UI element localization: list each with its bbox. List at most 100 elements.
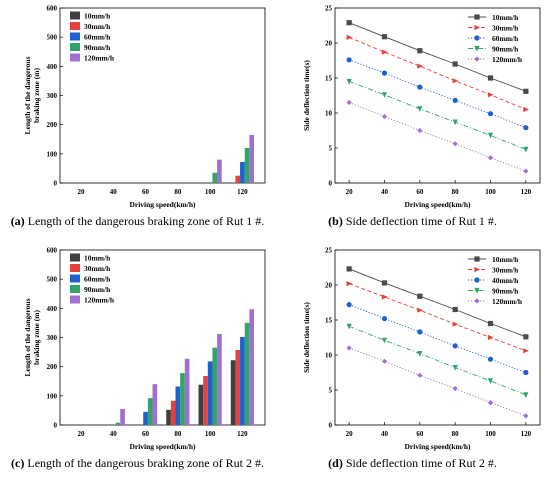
point-30mm/h-20 — [346, 281, 353, 287]
y-tick-label: 10 — [325, 352, 333, 360]
x-tick-label: 20 — [346, 430, 354, 438]
caption-b-label: (b) — [328, 214, 343, 228]
y-tick-label: 25 — [325, 5, 333, 13]
y-tick-label: 0 — [54, 422, 58, 430]
bar-90mm/h-80 — [180, 373, 185, 425]
y-tick-label: 500 — [47, 34, 58, 42]
point-90mm/h-120 — [523, 146, 529, 153]
x-tick-label: 120 — [521, 188, 532, 196]
bar-120mm/h-120 — [249, 134, 255, 183]
series-line-40mm/h — [348, 304, 527, 373]
point-90mm/h-100 — [487, 378, 494, 384]
y-tick-label: 5 — [329, 387, 333, 395]
caption-d-text: Side deflection time of Rut 2 #. — [345, 456, 497, 470]
point-30mm/h-40 — [381, 49, 388, 55]
legend-swatch — [70, 264, 80, 272]
series-line-120mm/h — [348, 102, 527, 172]
point-120mm/h-100 — [487, 155, 494, 161]
point-60mm/h-60 — [417, 84, 423, 90]
caption-c: (c) Length of the dangerous braking zone… — [0, 456, 275, 471]
legend-entry: 10mm/h — [84, 254, 111, 263]
legend-entry: 90mm/h — [492, 286, 519, 295]
caption-d: (d) Side deflection time of Rut 2 #. — [275, 456, 550, 471]
x-tick-label: 80 — [174, 430, 182, 438]
x-tick-label: 80 — [174, 188, 182, 196]
y-tick-label: 0 — [54, 180, 58, 188]
legend-swatch — [70, 11, 80, 20]
x-axis-label: Driving speed(km/h) — [404, 442, 471, 451]
point-10mm/h-40 — [381, 280, 388, 286]
chart-b-side-deflection-rut1: 0 5 10 15 20 25 Driving speed(km/h) Side deflec… — [302, 5, 541, 209]
y-tick-label: 300 — [47, 334, 58, 342]
x-tick-label: 100 — [205, 188, 216, 196]
x-tick-label: 20 — [77, 188, 85, 196]
point-40mm/h-120 — [523, 369, 529, 376]
plot-frame — [334, 7, 541, 184]
point-60mm/h-100 — [487, 111, 494, 117]
legend-entry: 30mm/h — [492, 265, 519, 274]
x-tick-label: 60 — [416, 430, 424, 438]
bar-60mm/h-100 — [207, 361, 213, 425]
panel-d: 0 5 10 15 20 25 Driving speed(km/h) Side deflec… — [275, 242, 550, 483]
y-tick-label: 400 — [47, 63, 58, 71]
point-90mm/h-60 — [417, 351, 423, 357]
legend-swatch — [70, 295, 80, 304]
x-tick-label: 80 — [452, 430, 460, 438]
point-60mm/h-80 — [452, 97, 458, 103]
point-120mm/h-120 — [523, 413, 529, 419]
bar-120mm/h-60 — [152, 384, 158, 425]
point-120mm/h-80 — [452, 141, 458, 147]
bar-90mm/h-40 — [115, 422, 121, 425]
x-tick-label: 100 — [485, 188, 496, 196]
point-10mm/h-20 — [346, 20, 352, 26]
point-120mm/h-40 — [381, 113, 388, 120]
y-tick-label: 0 — [329, 180, 333, 188]
series-line-120mm/h — [348, 347, 527, 417]
legend-entry: 10mm/h — [84, 12, 111, 21]
caption-b: (b) Side deflection time of Rut 1 #. — [275, 214, 550, 229]
x-axis-label: Driving speed(km/h) — [404, 200, 471, 209]
legend-marker — [474, 266, 481, 273]
bar-10mm/h-80 — [166, 409, 171, 425]
point-30mm/h-80 — [452, 321, 459, 327]
bar-60mm/h-120 — [240, 336, 245, 425]
legend-entry: 40mm/h — [492, 276, 519, 285]
legend-marker — [474, 56, 480, 62]
y-tick-label: 500 — [47, 276, 58, 284]
plot-frame — [334, 249, 541, 426]
bar-90mm/h-120 — [244, 148, 250, 183]
caption-a-text: Length of the dangerous braking zone of … — [27, 214, 265, 228]
bar-30mm/h-100 — [203, 376, 208, 425]
point-90mm/h-40 — [381, 337, 388, 344]
y-tick-label: 15 — [325, 317, 333, 325]
panel-c: 0 100 200 300 400 500 600 Driving speed(km/h) Le… — [0, 242, 275, 483]
point-30mm/h-80 — [452, 78, 459, 84]
point-30mm/h-100 — [487, 92, 494, 98]
panel-a: 0 100 200 300 400 500 600 Driving speed(km/h) Le… — [0, 0, 275, 241]
point-60mm/h-20 — [346, 57, 352, 63]
legend-marker — [474, 24, 481, 31]
chart-d-side-deflection-rut2: 0 5 10 15 20 25 Driving speed(km/h) Side deflec… — [302, 247, 541, 451]
x-tick-label: 40 — [381, 430, 389, 438]
caption-a: (a) Length of the dangerous braking zone… — [0, 214, 275, 229]
y-tick-label: 100 — [47, 392, 58, 400]
legend-entry: 30mm/h — [84, 22, 111, 31]
x-tick-label: 100 — [485, 430, 496, 438]
legend-swatch — [70, 22, 80, 30]
legend-swatch — [70, 253, 80, 262]
bar-10mm/h-120 — [230, 360, 236, 425]
bar-120mm/h-120 — [249, 309, 255, 425]
y-tick-label: 15 — [325, 75, 333, 83]
point-30mm/h-120 — [523, 106, 529, 113]
x-axis-label: Driving speed(km/h) — [129, 442, 196, 451]
y-tick-label: 200 — [47, 363, 58, 371]
legend-entry: 10mm/h — [492, 255, 519, 264]
legend-swatch — [70, 53, 80, 62]
bar-30mm/h-120 — [235, 175, 241, 183]
bar-90mm/h-100 — [212, 347, 218, 425]
x-tick-label: 40 — [381, 188, 389, 196]
x-tick-label: 40 — [110, 430, 118, 438]
y-tick-label: 20 — [325, 40, 333, 48]
x-axis-label: Driving speed(km/h) — [129, 200, 196, 209]
x-tick-label: 120 — [521, 430, 532, 438]
